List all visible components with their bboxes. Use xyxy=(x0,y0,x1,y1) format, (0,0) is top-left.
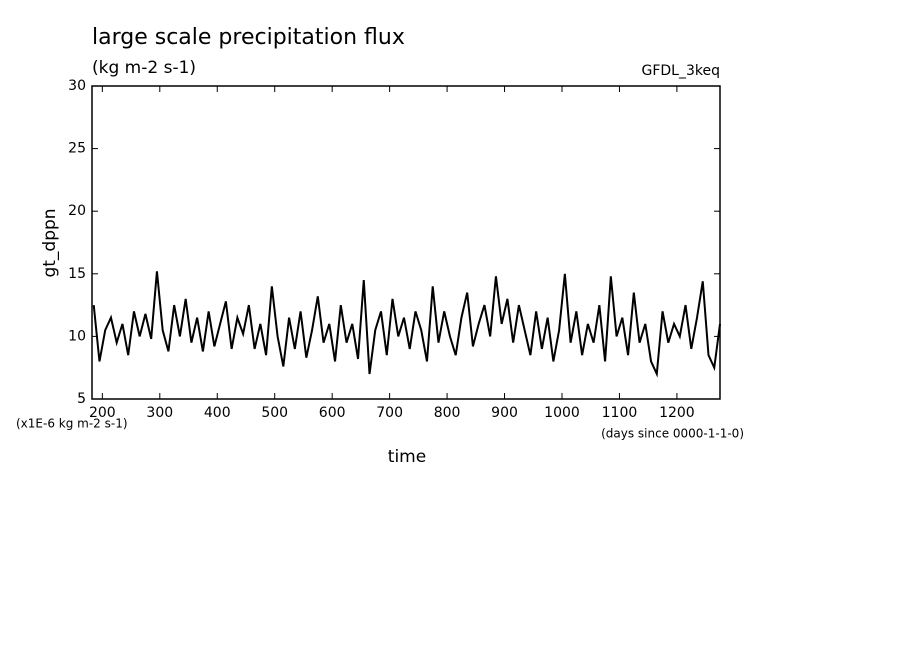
annotation: GFDL_3keq xyxy=(642,63,721,79)
x-tick-label: 1200 xyxy=(659,405,695,421)
x-tick-label: 900 xyxy=(491,405,518,421)
x-tick-label: 1100 xyxy=(602,405,638,421)
chart-title: large scale precipitation flux xyxy=(92,25,405,50)
y-tick-label: 20 xyxy=(68,203,86,219)
x-tick-label: 300 xyxy=(146,405,173,421)
x-axis-label: time xyxy=(388,447,426,467)
x-tick-label: 1000 xyxy=(544,405,580,421)
x-tick-label: 800 xyxy=(434,405,461,421)
y-tick-label: 10 xyxy=(68,328,86,344)
y-tick-label: 30 xyxy=(68,78,86,94)
x-tick-label: 600 xyxy=(319,405,346,421)
y-axis-label: gt_dppn xyxy=(40,208,60,277)
chart-subtitle: (kg m-2 s-1) xyxy=(92,58,196,78)
y-tick-label: 25 xyxy=(68,141,86,157)
y-tick-label: 5 xyxy=(77,391,86,407)
x-units: (days since 0000-1-1-0) xyxy=(601,427,744,441)
plot-frame xyxy=(91,85,721,400)
data-line xyxy=(92,271,721,378)
x-tick-label: 700 xyxy=(376,405,403,421)
x-tick-label: 500 xyxy=(261,405,288,421)
x-tick-label: 200 xyxy=(89,405,116,421)
x-tick-label: 400 xyxy=(204,405,231,421)
y-units: (x1E-6 kg m-2 s-1) xyxy=(16,417,128,431)
y-tick-label: 15 xyxy=(68,266,86,282)
